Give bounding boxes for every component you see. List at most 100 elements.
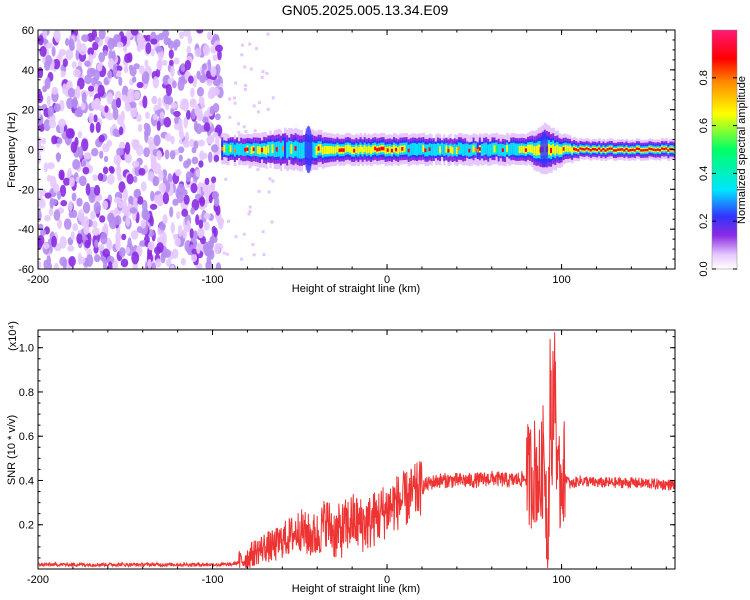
spectrogram-noise-speck [209,249,215,260]
spectrogram-noise-speck [147,241,155,251]
spectrogram-band-cell [648,147,652,150]
spectrogram-noise-speck [224,177,228,181]
spectrogram-noise-speck [186,158,192,167]
spectrogram-noise-speck [107,212,115,224]
spectrogram-noise-speck [162,75,169,86]
spectrogram-noise-speck [162,214,168,225]
spectrogram-band-cell [336,145,340,153]
spectrogram-band-cell [225,143,229,156]
spectrogram-noise-speck [58,169,65,181]
spectrogram-noise-speck [217,49,222,61]
spectrogram-y-tick-label: 60 [22,25,34,37]
spectrogram-band-cell [485,142,488,155]
spectrogram-noise-speck [211,144,219,153]
spectrogram-noise-speck [156,60,163,71]
spectrogram-noise-speck [65,128,74,139]
spectrogram-band-cell [420,143,423,155]
spectrogram-band-cell [363,144,367,153]
spectrogram-noise-speck [150,156,157,168]
spectrogram-noise-speck [258,101,262,105]
spectrogram-noise-speck [82,166,90,175]
spectrogram-noise-speck [65,48,74,60]
spectrogram-noise-speck [113,196,122,204]
spectrogram-noise-speck [129,67,137,77]
snr-y-tick-label: 0.8 [19,387,34,399]
spectrogram-band-cell [491,142,495,155]
spectrogram-noise-speck [232,96,236,100]
spectrogram-noise-speck [53,103,61,113]
spectrogram-noise-speck [84,240,91,249]
spectrogram-band-cell [476,148,480,153]
spectrogram-noise-speck [203,212,211,220]
spectrogram-band-cell [667,149,671,152]
spectrogram-band-cell [501,148,505,152]
spectrogram-noise-speck [156,242,164,253]
spectrogram-noise-speck [178,31,185,40]
spectrogram-noise-speck [213,154,220,163]
spectrogram-band-cell [313,142,317,158]
spectrogram-noise-speck [168,59,174,66]
spectrogram-noise-speck [187,35,193,45]
spectrogram-band-cell [334,146,338,154]
spectrogram-noise-speck [253,129,257,133]
spectrogram-band-cell [353,148,356,153]
spectrogram-noise-speck [198,96,204,105]
spectrogram-noise-speck [102,166,109,175]
spectrogram-band-cell [457,146,461,151]
spectrogram-noise-speck [56,190,62,200]
spectrogram-noise-speck [123,65,129,74]
spectrogram-x-axis-label: Height of straight line (km) [292,283,420,295]
spectrogram-noise-speck [138,167,146,176]
spectrogram-band-cell [606,148,610,151]
spectrogram-band-cell [594,148,597,151]
spectrogram-x-tick-label: 100 [552,274,570,286]
spectrogram-noise-speck [265,71,269,75]
spectrogram-noise-speck [118,141,126,150]
spectrogram-noise-speck [99,215,106,223]
spectrogram-noise-speck [162,175,167,186]
spectrogram-noise-speck [243,65,247,69]
spectrogram-band-cell [522,145,526,154]
spectrogram-noise-speck [198,160,204,168]
spectrogram-noise-speck [257,189,261,193]
snr-x-axis-label: Height of straight line (km) [292,583,420,595]
spectrogram-band-cell [447,148,451,153]
spectrogram-noise-speck [97,84,105,97]
spectrogram-band-cell [665,147,668,150]
snr-y-multiplier: (x10⁴) [7,321,19,351]
spectrogram-noise-speck [271,96,275,100]
spectrogram-band-cell [277,141,281,157]
spectrogram-band-cell [315,146,319,156]
spectrogram-band-cell [568,145,572,152]
spectrogram-noise-speck [123,45,128,53]
spectrogram-noise-speck [114,215,122,226]
colorbar: 0.0 0.2 0.4 0.6 0.8 Normalized spectral ampl… [698,29,748,277]
spectrogram-band-cell [376,147,379,152]
spectrogram-band-cell [464,143,467,156]
spectrogram-noise-speck [77,209,85,222]
spectrogram-band-cell [533,146,536,156]
spectrogram-noise-speck [103,260,108,269]
spectrogram-noise-speck [80,102,86,111]
spectrogram-noise-speck [78,146,84,160]
spectrogram-noise-speck [171,80,177,89]
spectrogram-band-cell [284,140,287,157]
spectrogram-noise-speck [74,108,83,118]
snr-frame [37,329,676,570]
spectrogram-band-cell [633,149,637,152]
spectrogram-noise-speck [48,208,54,217]
spectrogram-band-cell [614,149,618,152]
spectrogram-noise-speck [38,194,43,205]
spectrogram-band-cell [355,145,358,153]
spectrogram-noise-speck [46,95,51,107]
spectrogram-noise-speck [156,150,163,161]
spectrogram-noise-speck [124,102,131,112]
spectrogram-band-cell [581,147,585,151]
spectrogram-noise-speck [214,243,221,255]
spectrogram-noise-speck [175,169,182,177]
spectrogram-band-cell [462,144,465,157]
spectrogram-noise-speck [167,40,175,49]
spectrogram-noise-speck [234,235,238,239]
spectrogram-band-cell [242,144,245,156]
